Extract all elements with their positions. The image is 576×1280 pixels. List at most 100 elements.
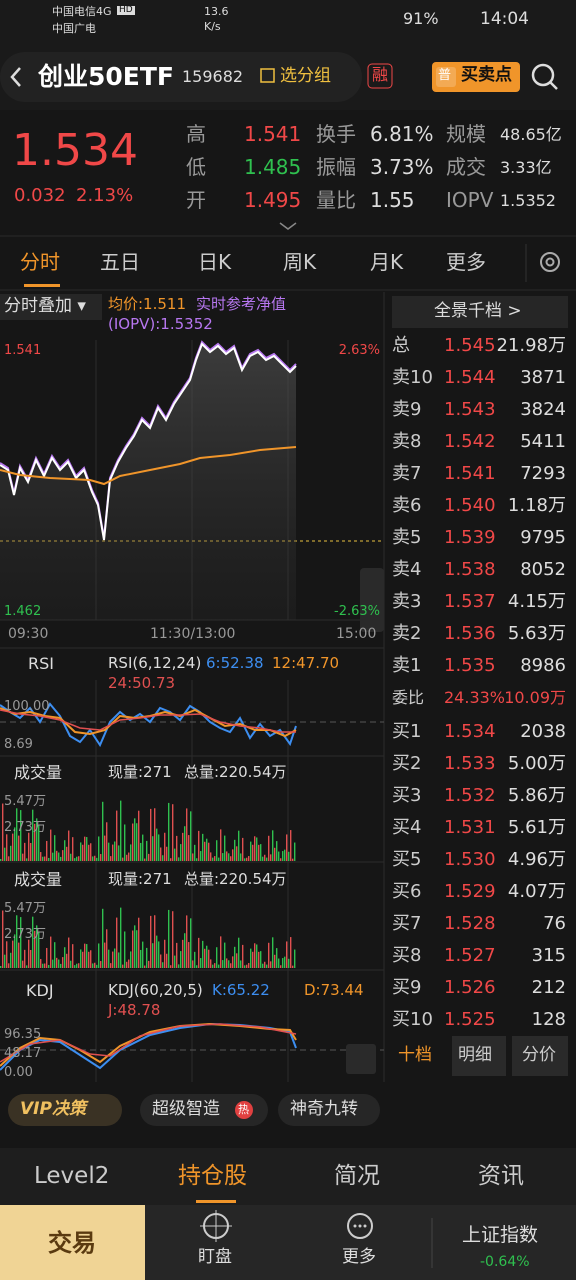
nav-watch[interactable]: 盯盘: [198, 1247, 232, 1267]
volume-bar-decor: [80, 842, 82, 861]
kdj-name: KDJ: [26, 981, 54, 1000]
feature-button[interactable]: 超级智造: [152, 1099, 220, 1119]
pct-top: 2.63%: [338, 343, 380, 358]
volume-bar-decor: [176, 835, 178, 861]
book-volume: 76: [543, 913, 566, 934]
volume-bar-decor: [10, 952, 12, 968]
tab[interactable]: 周K: [283, 250, 317, 274]
stat-label: 规模: [446, 122, 486, 146]
volume-bar-decor: [292, 965, 294, 968]
volume-bar-decor: [278, 958, 280, 968]
volume-bar-decor: [286, 834, 288, 861]
tab[interactable]: 分时: [20, 250, 60, 274]
volume-bar-decor: [228, 960, 230, 968]
volume-bar-decor: [126, 961, 128, 968]
book-button[interactable]: 分价: [522, 1045, 556, 1065]
volume-bar-decor: [240, 960, 242, 968]
book-label: 卖7: [392, 463, 422, 484]
overlay-button[interactable]: 分时叠加 ▾: [4, 296, 86, 316]
group-button[interactable]: 选分组: [280, 66, 331, 86]
nav-more[interactable]: 更多: [342, 1247, 376, 1267]
bottom-tab[interactable]: 简况: [334, 1163, 380, 1189]
volume-bar-decor: [284, 956, 286, 968]
volume-bar-decor: [136, 823, 138, 861]
bottom-tab[interactable]: 持仓股: [178, 1163, 247, 1189]
pct-bottom: -2.63%: [334, 604, 380, 619]
volume-bar-decor: [226, 851, 228, 861]
volume-bar-decor: [110, 856, 112, 861]
stat-label: 成交: [446, 155, 486, 179]
feature-button[interactable]: 神奇九转: [290, 1099, 358, 1119]
rsi-24: 24:50.73: [108, 674, 176, 692]
volume-bar-decor: [178, 964, 180, 968]
volume-bar-decor: [4, 847, 6, 861]
signal-button[interactable]: 买卖点: [461, 65, 512, 85]
bottom-tab[interactable]: Level2: [34, 1163, 110, 1189]
volume-bar-decor: [82, 844, 84, 861]
book-volume: 5.00万: [507, 753, 566, 774]
volume-bar-decor: [204, 948, 206, 968]
volume-bar-decor: [222, 960, 224, 968]
volume-bar-decor: [68, 937, 70, 968]
volume-bar-decor: [44, 963, 46, 968]
clock: 14:04: [480, 9, 529, 29]
volume-name: 成交量: [14, 870, 63, 889]
volume-bar-decor: [62, 850, 64, 861]
book-price: 1.533: [444, 753, 496, 774]
volume-bar-decor: [88, 844, 90, 861]
volume-bar-decor: [278, 851, 280, 861]
tab[interactable]: 更多: [446, 250, 486, 274]
book-volume: 128: [531, 1009, 566, 1030]
carrier: 中国广电: [52, 22, 96, 35]
volume-bar-decor: [54, 942, 56, 968]
trade-button[interactable]: 交易: [48, 1229, 96, 1257]
volume-bar-decor: [76, 963, 78, 968]
volume-bar-decor: [82, 951, 84, 968]
margin-badge: 融: [372, 65, 389, 84]
volume-bar-decor: [268, 835, 270, 861]
book-volume: 7293: [520, 463, 566, 484]
book-button[interactable]: 明细: [458, 1045, 492, 1065]
volume-bar-decor: [66, 846, 68, 861]
volume-bar-decor: [224, 942, 226, 968]
volume-top: 5.47万: [4, 794, 46, 809]
code: 159682: [182, 67, 244, 86]
hot-badge: 热: [238, 1103, 249, 1116]
panorama-button[interactable]: 全景千档 >: [434, 301, 522, 321]
volume-bar-decor: [290, 830, 292, 861]
volume-bar-decor: [78, 856, 80, 861]
volume-bar-decor: [184, 933, 186, 968]
net-speed: 13.6: [204, 5, 229, 18]
time-label: 09:30: [8, 626, 49, 642]
volume-bar-decor: [280, 965, 282, 968]
volume-bar-decor: [114, 841, 116, 861]
tab[interactable]: 月K: [370, 250, 404, 274]
volume-bar-decor: [24, 842, 26, 861]
index-change: -0.64%: [480, 1254, 530, 1270]
tab[interactable]: 五日: [100, 250, 140, 274]
book-price: 1.542: [444, 431, 496, 452]
book-button[interactable]: 十档: [398, 1045, 432, 1065]
book-price: 1.536: [444, 623, 496, 644]
volume-bar-decor: [208, 949, 210, 968]
ratio-label: 委比: [392, 688, 425, 707]
volume-bar-decor: [202, 940, 204, 968]
rsi-top: 100.00: [4, 699, 50, 714]
volume-bar-decor: [186, 915, 188, 968]
volume-bar-decor: [52, 959, 54, 968]
bottom-tab[interactable]: 资讯: [478, 1163, 524, 1189]
volume-bar-decor: [94, 962, 96, 968]
index-name[interactable]: 上证指数: [462, 1224, 539, 1246]
volume-bar-decor: [116, 917, 118, 968]
volume-bar-decor: [202, 833, 204, 861]
volume-total: 总量:220.54万: [184, 763, 287, 781]
tab[interactable]: 日K: [198, 250, 232, 274]
vip-button[interactable]: VIP决策: [20, 1099, 86, 1119]
volume-bar-decor: [240, 853, 242, 861]
volume-bar-decor: [176, 942, 178, 968]
volume-bar-decor: [188, 835, 190, 861]
volume-bar-decor: [274, 954, 276, 968]
book-price: 1.532: [444, 785, 496, 806]
volume-bar-decor: [290, 937, 292, 968]
